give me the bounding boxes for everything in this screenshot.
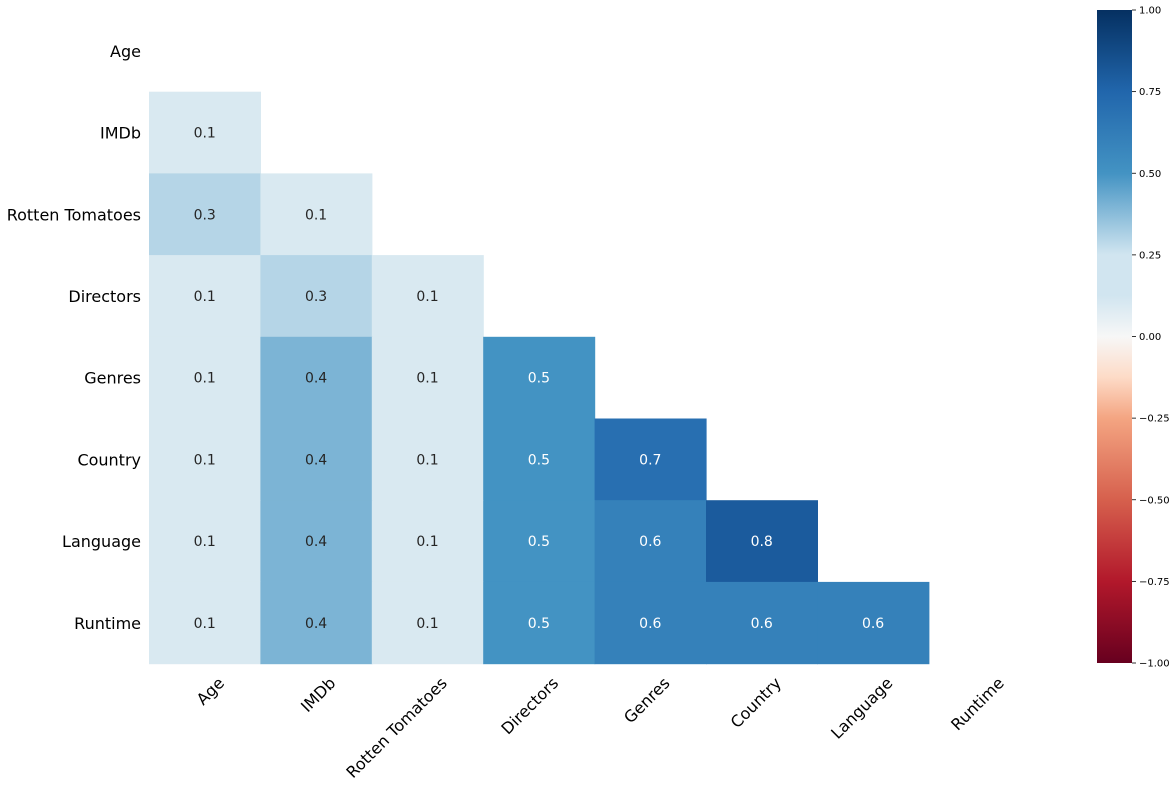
y-tick-label-language: Language	[62, 532, 141, 551]
cell-value-label: 0.1	[194, 534, 216, 550]
heatmap-cell-country-genres	[594, 418, 707, 501]
cell-value-label: 0.1	[416, 534, 438, 550]
x-tick-label-rotten-tomatoes: Rotten Tomatoes	[342, 673, 450, 781]
heatmap-cell-language-country	[706, 500, 818, 583]
cell-value-label: 0.3	[194, 207, 216, 223]
cell-value-label: 0.4	[305, 452, 327, 468]
x-tick-label-directors: Directors	[497, 673, 562, 738]
x-tick-label-country: Country	[727, 673, 785, 731]
y-tick-label-imdb: IMDb	[100, 124, 141, 143]
cell-value-label: 0.7	[639, 452, 661, 468]
cell-value-label: 0.5	[528, 534, 550, 550]
cell-value-label: 0.1	[416, 452, 438, 468]
colorbar-tick-label: 0.00	[1139, 332, 1161, 343]
cell-value-label: 0.8	[751, 534, 773, 550]
colorbar-tick-label: 0.50	[1139, 169, 1161, 180]
heatmap-cell-genres-imdb	[260, 336, 373, 420]
cell-value-label: 0.1	[194, 452, 216, 468]
cell-value-label: 0.1	[416, 371, 438, 387]
heatmap-cell-runtime-imdb	[260, 581, 373, 665]
heatmap-cell-language-imdb	[260, 500, 373, 583]
cell-value-label: 0.1	[194, 126, 216, 142]
heatmap-cell-country-imdb	[260, 418, 373, 501]
y-tick-label-directors: Directors	[68, 287, 141, 306]
heatmap-cell-rotten-tomatoes-imdb	[260, 173, 373, 256]
colorbar-tick-label: −0.25	[1139, 414, 1170, 425]
heatmap-cell-language-directors	[483, 500, 596, 583]
cell-value-label: 0.5	[528, 616, 550, 632]
heatmap-cell-genres-directors	[483, 336, 596, 420]
y-tick-label-age: Age	[110, 42, 141, 61]
cell-value-label: 0.1	[194, 371, 216, 387]
heatmap-cell-language-age	[149, 500, 261, 583]
cell-value-label: 0.6	[639, 616, 661, 632]
y-tick-label-country: Country	[77, 450, 141, 469]
cell-value-label: 0.4	[305, 616, 327, 632]
colorbar-tick-label: 0.25	[1139, 250, 1161, 261]
heatmap-cell-rotten-tomatoes-age	[149, 173, 261, 256]
y-axis-tick-labels: Age IMDb Rotten Tomatoes Directors Genres Cou…	[7, 42, 141, 633]
heatmap-cell-language-rotten-tomatoes	[371, 500, 484, 583]
x-tick-label-age: Age	[193, 673, 228, 708]
cell-value-labels: 0.1 0.3 0.1 0.1 0.3 0.1 0.1 0.4 0.1 0.5 0.1 0.4 0.1 0…	[194, 126, 885, 632]
colorbar-tick-label: −1.00	[1139, 659, 1170, 670]
y-tick-label-runtime: Runtime	[74, 614, 141, 633]
colorbar-tick-label: 0.75	[1139, 87, 1161, 98]
x-tick-label-runtime: Runtime	[947, 673, 1008, 734]
heatmap-cell-runtime-age	[149, 581, 261, 665]
heatmap-cell-imdb-age	[149, 91, 261, 174]
x-axis-tick-labels: Age IMDb Rotten Tomatoes Directors Genres Cou…	[193, 673, 1008, 781]
heatmap-cell-runtime-genres	[594, 581, 707, 665]
heatmap-cells	[149, 91, 930, 665]
colorbar-gradient	[1097, 10, 1132, 663]
cell-value-label: 0.1	[416, 616, 438, 632]
y-tick-label-rotten-tomatoes: Rotten Tomatoes	[7, 205, 141, 224]
heatmap-cell-runtime-language	[817, 581, 930, 665]
heatmap-cell-runtime-country	[706, 581, 818, 665]
colorbar-tick-label: −0.50	[1139, 495, 1170, 506]
cell-value-label: 0.1	[416, 289, 438, 305]
heatmap-cell-directors-imdb	[260, 255, 373, 338]
cell-value-label: 0.4	[305, 534, 327, 550]
cell-value-label: 0.3	[305, 289, 327, 305]
cell-value-label: 0.4	[305, 371, 327, 387]
cell-value-label: 0.5	[528, 452, 550, 468]
colorbar-tick-label: −0.75	[1139, 577, 1170, 588]
heatmap-cell-directors-age	[149, 255, 261, 338]
cell-value-label: 0.6	[862, 616, 884, 632]
colorbar: 1.00 0.75 0.50 0.25 0.00 −0.25 −0.50 −0.75 −1.00	[1097, 6, 1170, 670]
heatmap-cell-genres-rotten-tomatoes	[371, 336, 484, 420]
colorbar-tick-label: 1.00	[1139, 6, 1161, 17]
heatmap-cell-directors-rotten-tomatoes	[371, 255, 484, 338]
cell-value-label: 0.1	[194, 616, 216, 632]
heatmap-cell-genres-age	[149, 336, 261, 420]
heatmap-cell-language-genres	[594, 500, 707, 583]
heatmap-cell-country-rotten-tomatoes	[371, 418, 484, 501]
cell-value-label: 0.6	[751, 616, 773, 632]
heatmap-cell-country-directors	[483, 418, 596, 501]
cell-value-label: 0.1	[194, 289, 216, 305]
cell-value-label: 0.6	[639, 534, 661, 550]
heatmap-cell-country-age	[149, 418, 261, 501]
cell-value-label: 0.5	[528, 371, 550, 387]
heatmap-cell-runtime-rotten-tomatoes	[371, 581, 484, 665]
x-tick-label-imdb: IMDb	[297, 673, 339, 715]
cell-value-label: 0.1	[305, 207, 327, 223]
y-tick-label-genres: Genres	[84, 369, 141, 388]
x-tick-label-language: Language	[827, 673, 896, 742]
heatmap-cell-runtime-directors	[483, 581, 596, 665]
x-tick-label-genres: Genres	[620, 673, 674, 727]
